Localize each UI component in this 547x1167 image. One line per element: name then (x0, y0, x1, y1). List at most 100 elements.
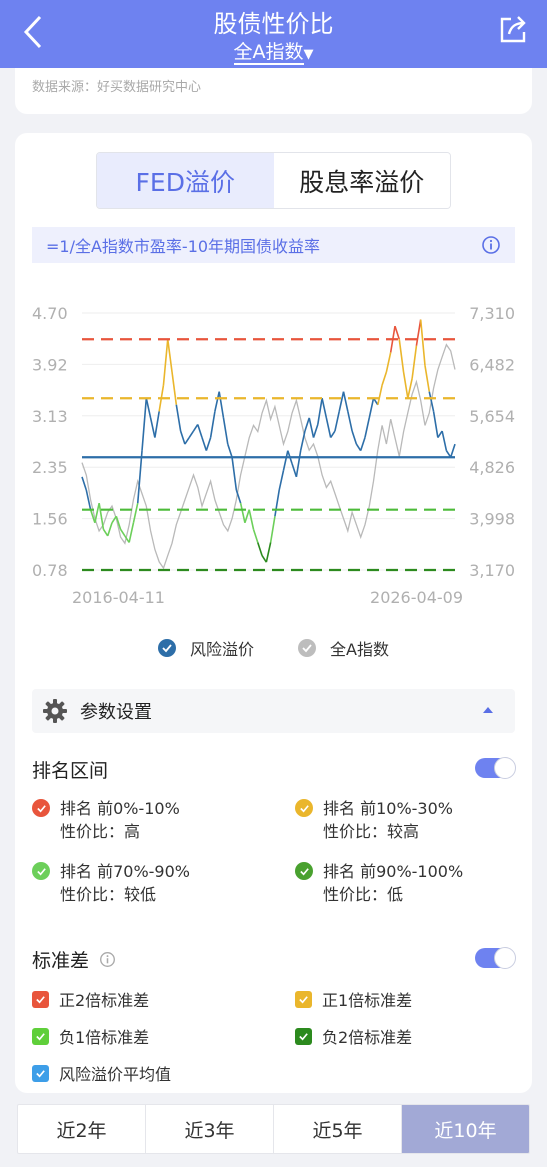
series-segment-premium (244, 509, 250, 524)
chart-legend: 风险溢价 全A指数 (15, 633, 532, 663)
series-segment-premium (132, 502, 139, 523)
std-item-mean[interactable]: 风险溢价平均值 (32, 1061, 171, 1085)
rank-toggle[interactable] (475, 757, 516, 779)
std-label: 负2倍标准差 (322, 1028, 413, 1047)
series-segment-premium (81, 476, 88, 491)
series-segment-premium (278, 470, 285, 491)
rank-item-top30[interactable]: 排名 前10%-30% 性价比：较高 (295, 797, 453, 843)
y-left-tick-label: 1.56 (32, 510, 68, 529)
series-segment-premium (359, 437, 366, 451)
series-segment-premium (411, 345, 418, 379)
toggle-knob (494, 757, 516, 779)
series-segment-premium (218, 391, 225, 419)
metric-segment: FED溢价 股息率溢价 (96, 152, 451, 209)
rank-item-top90[interactable]: 排名 前70%-90% 性价比：较低 (32, 860, 190, 906)
series-segment-premium (102, 528, 109, 537)
series-segment-premium (415, 319, 422, 346)
series-segment-premium (149, 417, 156, 438)
y-left-tick-label: 2.35 (32, 458, 68, 477)
info-icon[interactable] (481, 235, 501, 255)
series-segment-premium (179, 430, 186, 445)
series-segment-premium (214, 391, 220, 412)
rank-label: 性价比：高 (60, 822, 141, 841)
series-segment-premium (154, 411, 160, 438)
rank-section-title: 排名区间 (32, 756, 108, 783)
param-settings-bar[interactable]: 参数设置 (32, 689, 515, 733)
checkbox-icon (295, 1027, 312, 1045)
tab-2y[interactable]: 近2年 (18, 1105, 146, 1153)
caret-up-icon[interactable] (483, 707, 493, 713)
std-item-plus1[interactable]: 正1倍标准差 (295, 987, 412, 1011)
series-segment-premium (98, 502, 105, 530)
series-segment-premium (381, 371, 388, 386)
check-circle-icon (295, 799, 313, 817)
rank-range: 排名 前90%-100% (323, 862, 464, 881)
series-segment-premium (351, 430, 358, 445)
series-segment-premium (119, 528, 126, 537)
series-segment-premium (437, 430, 443, 439)
series-segment-premium (141, 398, 148, 451)
info-icon[interactable] (99, 951, 116, 968)
back-button[interactable] (18, 12, 48, 52)
source-card: 数据来源：好买数据研究中心 (15, 68, 532, 114)
y-left-tick-label: 0.78 (32, 561, 68, 580)
tab-fed-premium[interactable]: FED溢价 (97, 153, 274, 208)
rank-label: 性价比：较高 (323, 822, 420, 841)
series-segment-premium (106, 522, 113, 537)
series-segment-premium (124, 535, 130, 543)
std-item-minus1[interactable]: 负1倍标准差 (32, 1024, 149, 1048)
series-segment-premium (227, 443, 233, 458)
std-item-plus2[interactable]: 正2倍标准差 (32, 987, 149, 1011)
series-segment-premium (385, 352, 392, 373)
series-segment-premium (428, 391, 435, 412)
check-circle-icon (158, 639, 177, 657)
tab-10y[interactable]: 近10年 (402, 1105, 529, 1153)
series-segment-premium (115, 515, 122, 530)
rank-label: 性价比：较低 (60, 885, 157, 904)
legend-item-premium[interactable]: 风险溢价 (158, 633, 254, 663)
series-segment-premium (338, 391, 345, 412)
rank-item-top100[interactable]: 排名 前90%-100% 性价比：低 (295, 860, 463, 906)
series-segment-premium (261, 555, 268, 563)
series-segment-premium (295, 450, 302, 478)
rank-range: 排名 前10%-30% (323, 799, 453, 818)
series-segment-premium (282, 450, 289, 471)
page-title: 股债性价比 (213, 10, 334, 38)
caret-down-icon: ▼ (303, 47, 314, 62)
series-segment-premium (329, 430, 336, 439)
rank-range: 排名 前0%-10% (60, 799, 180, 818)
series-segment-premium (424, 365, 431, 392)
rank-item-top10[interactable]: 排名 前0%-10% 性价比：高 (32, 797, 180, 843)
tab-3y[interactable]: 近3年 (146, 1105, 274, 1153)
x-tick-label: 2026-04-09 (370, 588, 463, 607)
series-segment-premium (317, 398, 323, 425)
premium-chart[interactable]: 4.70 7,310 3.92 6,482 3.13 5,654 2.35 4,826 1.56… (15, 283, 532, 613)
series-segment-premium (347, 411, 353, 432)
series-segment-premium (128, 522, 135, 543)
std-toggle[interactable] (475, 947, 516, 969)
std-item-minus2[interactable]: 负2倍标准差 (295, 1024, 412, 1048)
series-segment-premium (402, 371, 409, 399)
tab-5y[interactable]: 近5年 (274, 1105, 402, 1153)
series-segment-premium (145, 398, 152, 419)
series-segment-premium (274, 489, 281, 517)
formula-banner: =1/全A指数市盈率-10年期国债收益率 (32, 227, 515, 263)
series-segment-premium (175, 404, 182, 432)
checkbox-icon (32, 990, 49, 1008)
series-segment-premium (312, 424, 319, 438)
series-segment-premium (398, 339, 405, 373)
tab-dividend-premium[interactable]: 股息率溢价 (273, 153, 450, 208)
series-segment-premium (321, 398, 328, 419)
rank-range: 排名 前70%-90% (60, 862, 190, 881)
y-right-tick-label: 6,482 (469, 355, 515, 374)
legend-label: 全A指数 (330, 640, 389, 659)
series-segment-premium (449, 443, 456, 458)
series-segment-premium (162, 339, 169, 386)
param-settings-label: 参数设置 (80, 702, 152, 723)
series-segment-premium (222, 417, 229, 445)
legend-item-index[interactable]: 全A指数 (298, 633, 389, 663)
formula-text: =1/全A指数市盈率-10年期国债收益率 (46, 237, 321, 256)
checkbox-icon (32, 1064, 49, 1082)
share-button[interactable] (497, 14, 529, 46)
index-selector[interactable]: 全A指数▼ (0, 37, 547, 65)
